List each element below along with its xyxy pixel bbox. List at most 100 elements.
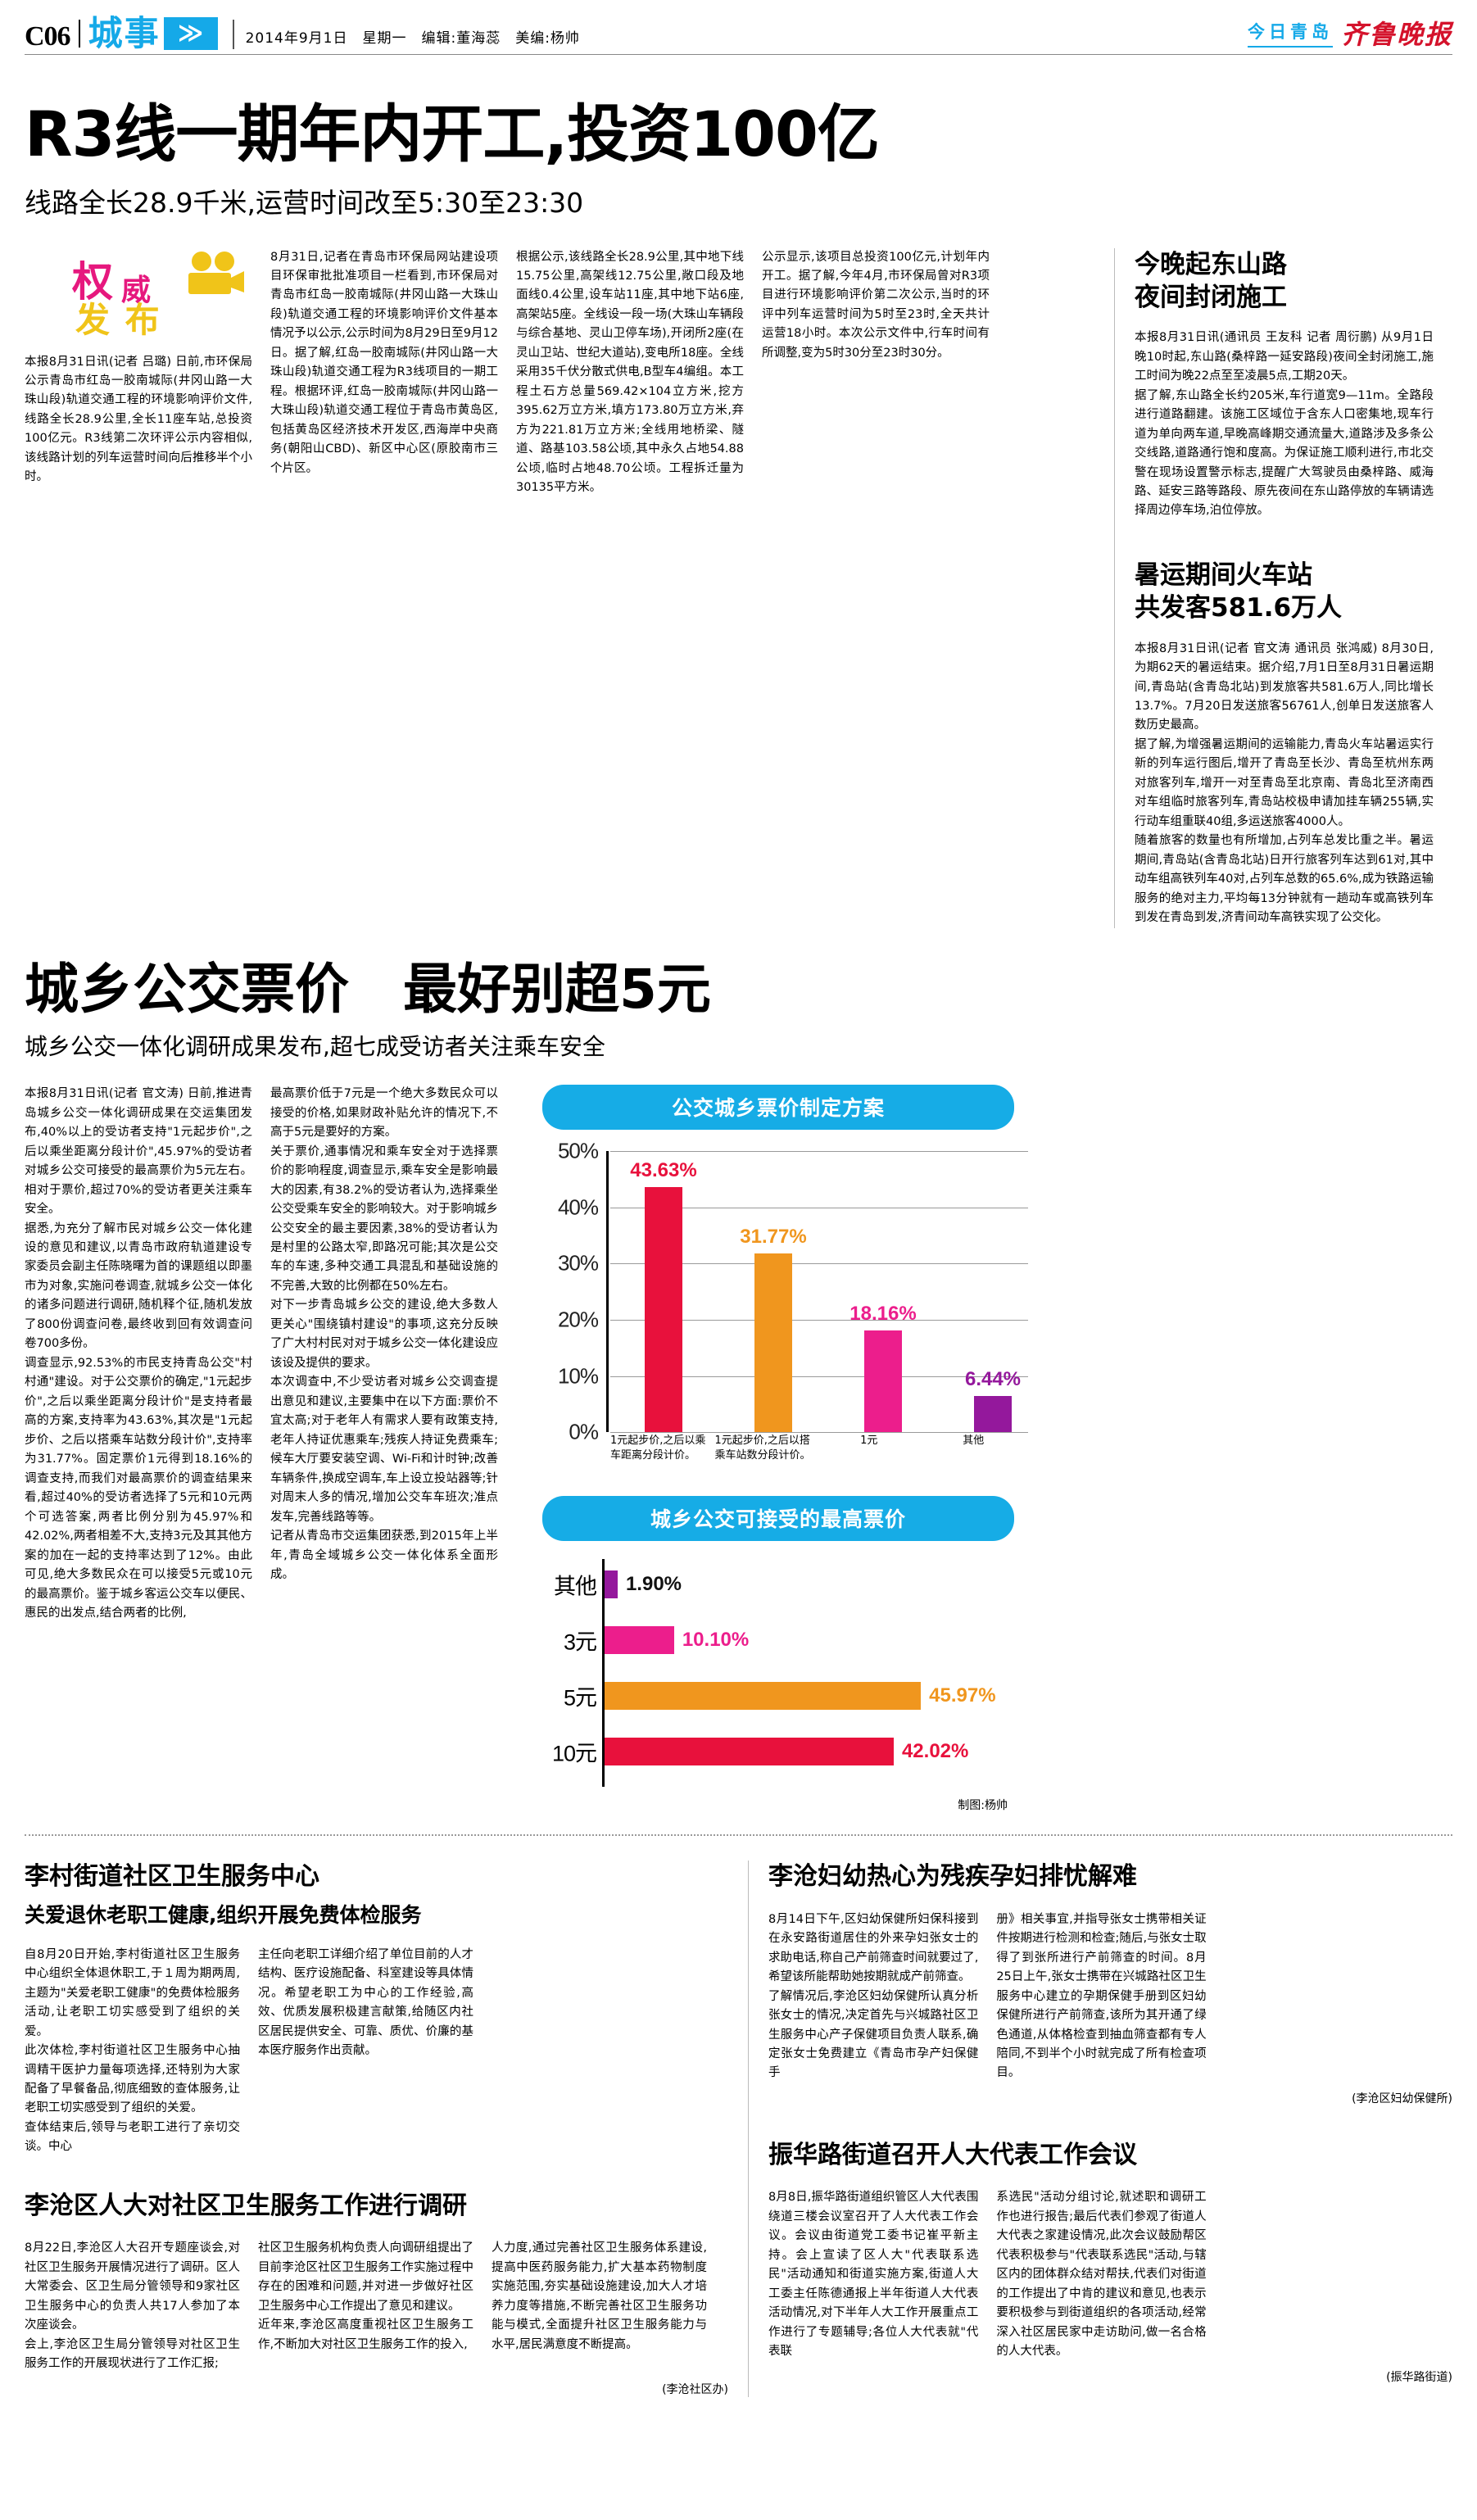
story1-col3-text: 根据公示,该线路全长28.9公里,其中地下线15.75公里,高架线12.75公里… xyxy=(516,250,744,495)
story1-col4-text: 公示显示,该项目总投资100亿元,计划年内开工。据了解,今年4月,市环保局曾对R… xyxy=(762,250,990,360)
chart1-category-label: 1元起步价,之后以搭乘车站数分段计价。 xyxy=(714,1434,811,1462)
chart1-ytick: 20% xyxy=(557,1307,599,1332)
bottom-story-byline: (李沧社区办) xyxy=(662,2382,728,2396)
story2-body: 本报8月31日讯(记者 官文涛) 日前,推进青岛城乡公交一体化调研成果在交运集团… xyxy=(25,1085,1452,1813)
chart2-bar-value: 1.90% xyxy=(625,1573,682,1596)
story1-columns: 权 威 发 布 本报8月31日讯(记者 吕璐) 日前,市环保局公示青岛市红岛一胶… xyxy=(25,248,1114,928)
chart2-row: 10元 42.02% xyxy=(524,1726,1032,1777)
story1-subhead: 线路全长28.9千米,运营时间改至5:30至23:30 xyxy=(25,186,584,219)
chart2-bar-value: 45.97% xyxy=(929,1684,996,1707)
masthead: C06 城事 ≫ 2014年9月1日 星期一 编辑:董海蕊 美编:杨帅 今日青岛… xyxy=(25,0,1452,51)
bottom-story-gap xyxy=(25,2157,728,2190)
story2-column-2: 最高票价低于7元是一个绝大多数民众可以接受的价格,如果财政补贴允许的情况下,不高… xyxy=(270,1087,498,1582)
bottom-story-column xyxy=(492,1946,725,2157)
chart2-bar-rect xyxy=(605,1626,674,1655)
story1-headline: R3线一期年内开工,投资100亿 xyxy=(25,97,880,170)
chart1-bar-value: 31.77% xyxy=(740,1226,807,1249)
chart2-category-label: 10元 xyxy=(551,1741,597,1766)
chart1-gridline xyxy=(610,1151,1028,1153)
chart1-bar-rect xyxy=(645,1186,682,1433)
chart1-bar: 31.77% xyxy=(740,1151,807,1433)
chart2-horizontal-bar: 其他 1.90% 3元 10.10% 5元 45.97% 10元 42.02% xyxy=(524,1554,1032,1792)
story1-col1-text: 本报8月31日讯(记者 吕璐) 日前,市环保局公示青岛市红岛一胶南城际(井冈山路… xyxy=(25,355,252,484)
chart2-bar-rect xyxy=(605,1570,618,1599)
chart1-bar-rect xyxy=(754,1253,792,1433)
chart2-bar-rect xyxy=(605,1738,894,1766)
chart1-gridline xyxy=(610,1319,1028,1321)
bottom-story-column xyxy=(1225,1910,1452,2083)
right-rail: 今晚起东山路 夜间封闭施工 本报8月31日讯(通讯员 王友科 记者 周衍鹏) 从… xyxy=(1114,247,1434,928)
rail-story-b-headline: 暑运期间火车站 共发客581.6万人 xyxy=(1135,560,1343,623)
bottom-story-columns: 8月14日下午,区妇幼保健所妇保科接到在永安路街道居住的外来孕妇张女士的求助电话… xyxy=(768,1910,1452,2083)
bottom-story-byline: (振华路街道) xyxy=(1386,2370,1452,2384)
masthead-rule xyxy=(25,54,1452,55)
chart2-bar-value: 10.10% xyxy=(682,1629,750,1652)
chart2-row: 其他 1.90% xyxy=(524,1559,1032,1610)
chart2-row: 3元 10.10% xyxy=(524,1615,1032,1666)
charts-panel: 公交城乡票价制定方案 0% 10% 20% 30% 40% 50% 43.63% 31.77… xyxy=(516,1085,1040,1813)
today-city-label: 今日青岛 xyxy=(1247,19,1333,48)
camera-icon xyxy=(188,251,244,294)
bottom-story-column: 系选民"活动分组讨论,就述职和调研工作也进行报告;最后代表们参观了街道人大代表之… xyxy=(996,2191,1207,2359)
authority-release-logo: 权 威 发 布 xyxy=(25,248,252,345)
rail-story-a-body: 本报8月31日讯(通讯员 王友科 记者 周衍鹏) 从9月1日晚10时起,东山路(… xyxy=(1135,331,1434,518)
chart2-axis-line xyxy=(602,1559,605,1788)
masthead-divider-2 xyxy=(232,20,234,49)
chart2-bar-value: 42.02% xyxy=(901,1740,969,1763)
chart1-axis-line xyxy=(606,1151,609,1433)
chart-credit: 制图:杨帅 xyxy=(958,1799,1008,1813)
story1-body: 权 威 发 布 本报8月31日讯(记者 吕璐) 日前,市环保局公示青岛市红岛一胶… xyxy=(25,247,1452,928)
chart1-bar-value: 18.16% xyxy=(850,1302,917,1325)
story2-headline: 城乡公交票价 最好别超5元 xyxy=(25,957,711,1021)
bottom-story-columns: 8月22日,李沧区人大召开专题座谈会,对社区卫生服务开展情况进行了调研。区人大常… xyxy=(25,2239,728,2373)
bottom-story-headline: 李沧妇幼热心为残疾孕妇排忧解难 xyxy=(768,1862,1137,1892)
chart2-row: 5元 45.97% xyxy=(524,1670,1032,1721)
chart1-ytick: 50% xyxy=(557,1138,599,1163)
bottom-story-column: 人力度,通过完善社区卫生服务体系建设,提高中医药服务能力,扩大基本药物制度实施范… xyxy=(492,2241,707,2351)
story2-column-1: 本报8月31日讯(记者 官文涛) 日前,推进青岛城乡公交一体化调研成果在交运集团… xyxy=(25,1087,252,1620)
bottom-story-column: 主任向老职工详细介绍了单位目前的人才结构、医疗设施配备、科室建设等具体情况。希望… xyxy=(258,1947,473,2058)
section-name: 城事 xyxy=(88,13,161,53)
rail-gap xyxy=(1135,521,1434,559)
chevron-right-icon: ≫ xyxy=(163,17,218,50)
chart1-category-label: 1元 xyxy=(860,1434,878,1448)
bottom-story-column xyxy=(1225,2188,1452,2361)
story-bus-fare: 城乡公交票价 最好别超5元 城乡公交一体化调研成果发布,超七成受访者关注乘车安全… xyxy=(25,961,1452,1813)
masthead-brand: 今日青岛 齐鲁晚报 xyxy=(1247,19,1452,51)
chart2-title: 城乡公交可接受的最高票价 xyxy=(542,1496,1014,1542)
chart1-bar-value: 6.44% xyxy=(964,1367,1022,1390)
chart1-gridline xyxy=(610,1263,1028,1265)
masthead-divider-1 xyxy=(78,20,80,48)
rail-story-b-body: 本报8月31日讯(记者 官文涛 通讯员 张鸿威) 8月30日,为期62天的暑运结… xyxy=(1135,641,1434,925)
chart2-category-label: 其他 xyxy=(554,1574,597,1599)
chart1-bar-rect xyxy=(974,1395,1012,1433)
story2-subhead: 城乡公交一体化调研成果发布,超七成受访者关注乘车安全 xyxy=(25,1033,605,1061)
logo-char-fabu: 发 布 xyxy=(75,299,161,340)
bottom-story-column: 社区卫生服务机构负责人向调研组提出了目前李沧区社区卫生服务工作实施过程中存在的困… xyxy=(258,2241,473,2351)
chart1-bar: 6.44% xyxy=(965,1151,1021,1433)
bottom-left-half: 李村街道社区卫生服务中心 关爱退休老职工健康,组织开展免费体检服务 自8月20日开始… xyxy=(25,1861,728,2397)
chart1-gridline xyxy=(610,1376,1028,1377)
chart1-plot: 43.63% 31.77% 18.16% 6.44% xyxy=(610,1151,1028,1434)
bottom-story-column: 册》相关事宜,并指导张女士携带相关证件按期进行检测和检查;随后,与张女士取得了到… xyxy=(996,1912,1207,2080)
bottom-story-columns: 自8月20日开始,李村街道社区卫生服务中心组织全体退休职工,于１周为期两周,主题… xyxy=(25,1946,728,2157)
chart2-category-label: 3元 xyxy=(563,1629,597,1655)
chart1-ytick: 10% xyxy=(557,1363,599,1388)
chart1-gridline xyxy=(610,1432,1028,1434)
story1-col2-text: 8月31日,记者在青岛市环保局网站建设项目环保审批批准项目一栏看到,市环保局对青… xyxy=(270,250,498,475)
masthead-meta: 2014年9月1日 星期一 编辑:董海蕊 美编:杨帅 xyxy=(245,30,580,47)
bottom-story-subhead: 关爱退休老职工健康,组织开展免费体检服务 xyxy=(25,1902,422,1927)
chart1-category-label: 1元起步价,之后以乘车距离分段计价。 xyxy=(610,1434,706,1462)
logo-char-quan: 权 xyxy=(72,256,113,306)
bottom-right-half: 李沧妇幼热心为残疾孕妇排忧解难 8月14日下午,区妇幼保健所妇保科接到在永安路街道… xyxy=(748,1861,1452,2397)
bottom-story-columns: 8月8日,振华路街道组织管区人大代表围绕道三楼会议室召开了人大代表工作会议。会议… xyxy=(768,2188,1452,2361)
logo-char-wei: 威 xyxy=(121,272,152,307)
bottom-section: 李村街道社区卫生服务中心 关爱退休老职工健康,组织开展免费体检服务 自8月20日开始… xyxy=(25,1861,1452,2397)
chart1-bar-value: 43.63% xyxy=(630,1158,697,1181)
story-r3-line: R3线一期年内开工,投资100亿 线路全长28.9千米,运营时间改至5:30至2… xyxy=(25,55,1452,928)
bottom-story-headline: 振华路街道召开人大代表工作会议 xyxy=(768,2140,1137,2169)
chart1-category-labels: 1元起步价,之后以乘车距离分段计价。 1元起步价,之后以搭乘车站数分段计价。 1元 其… xyxy=(610,1434,1028,1481)
chart1-title: 公交城乡票价制定方案 xyxy=(542,1085,1014,1131)
chart1-ytick: 30% xyxy=(557,1250,599,1276)
story1-column-1: 权 威 发 布 本报8月31日讯(记者 吕璐) 日前,市环保局公示青岛市红岛一胶… xyxy=(25,248,270,928)
